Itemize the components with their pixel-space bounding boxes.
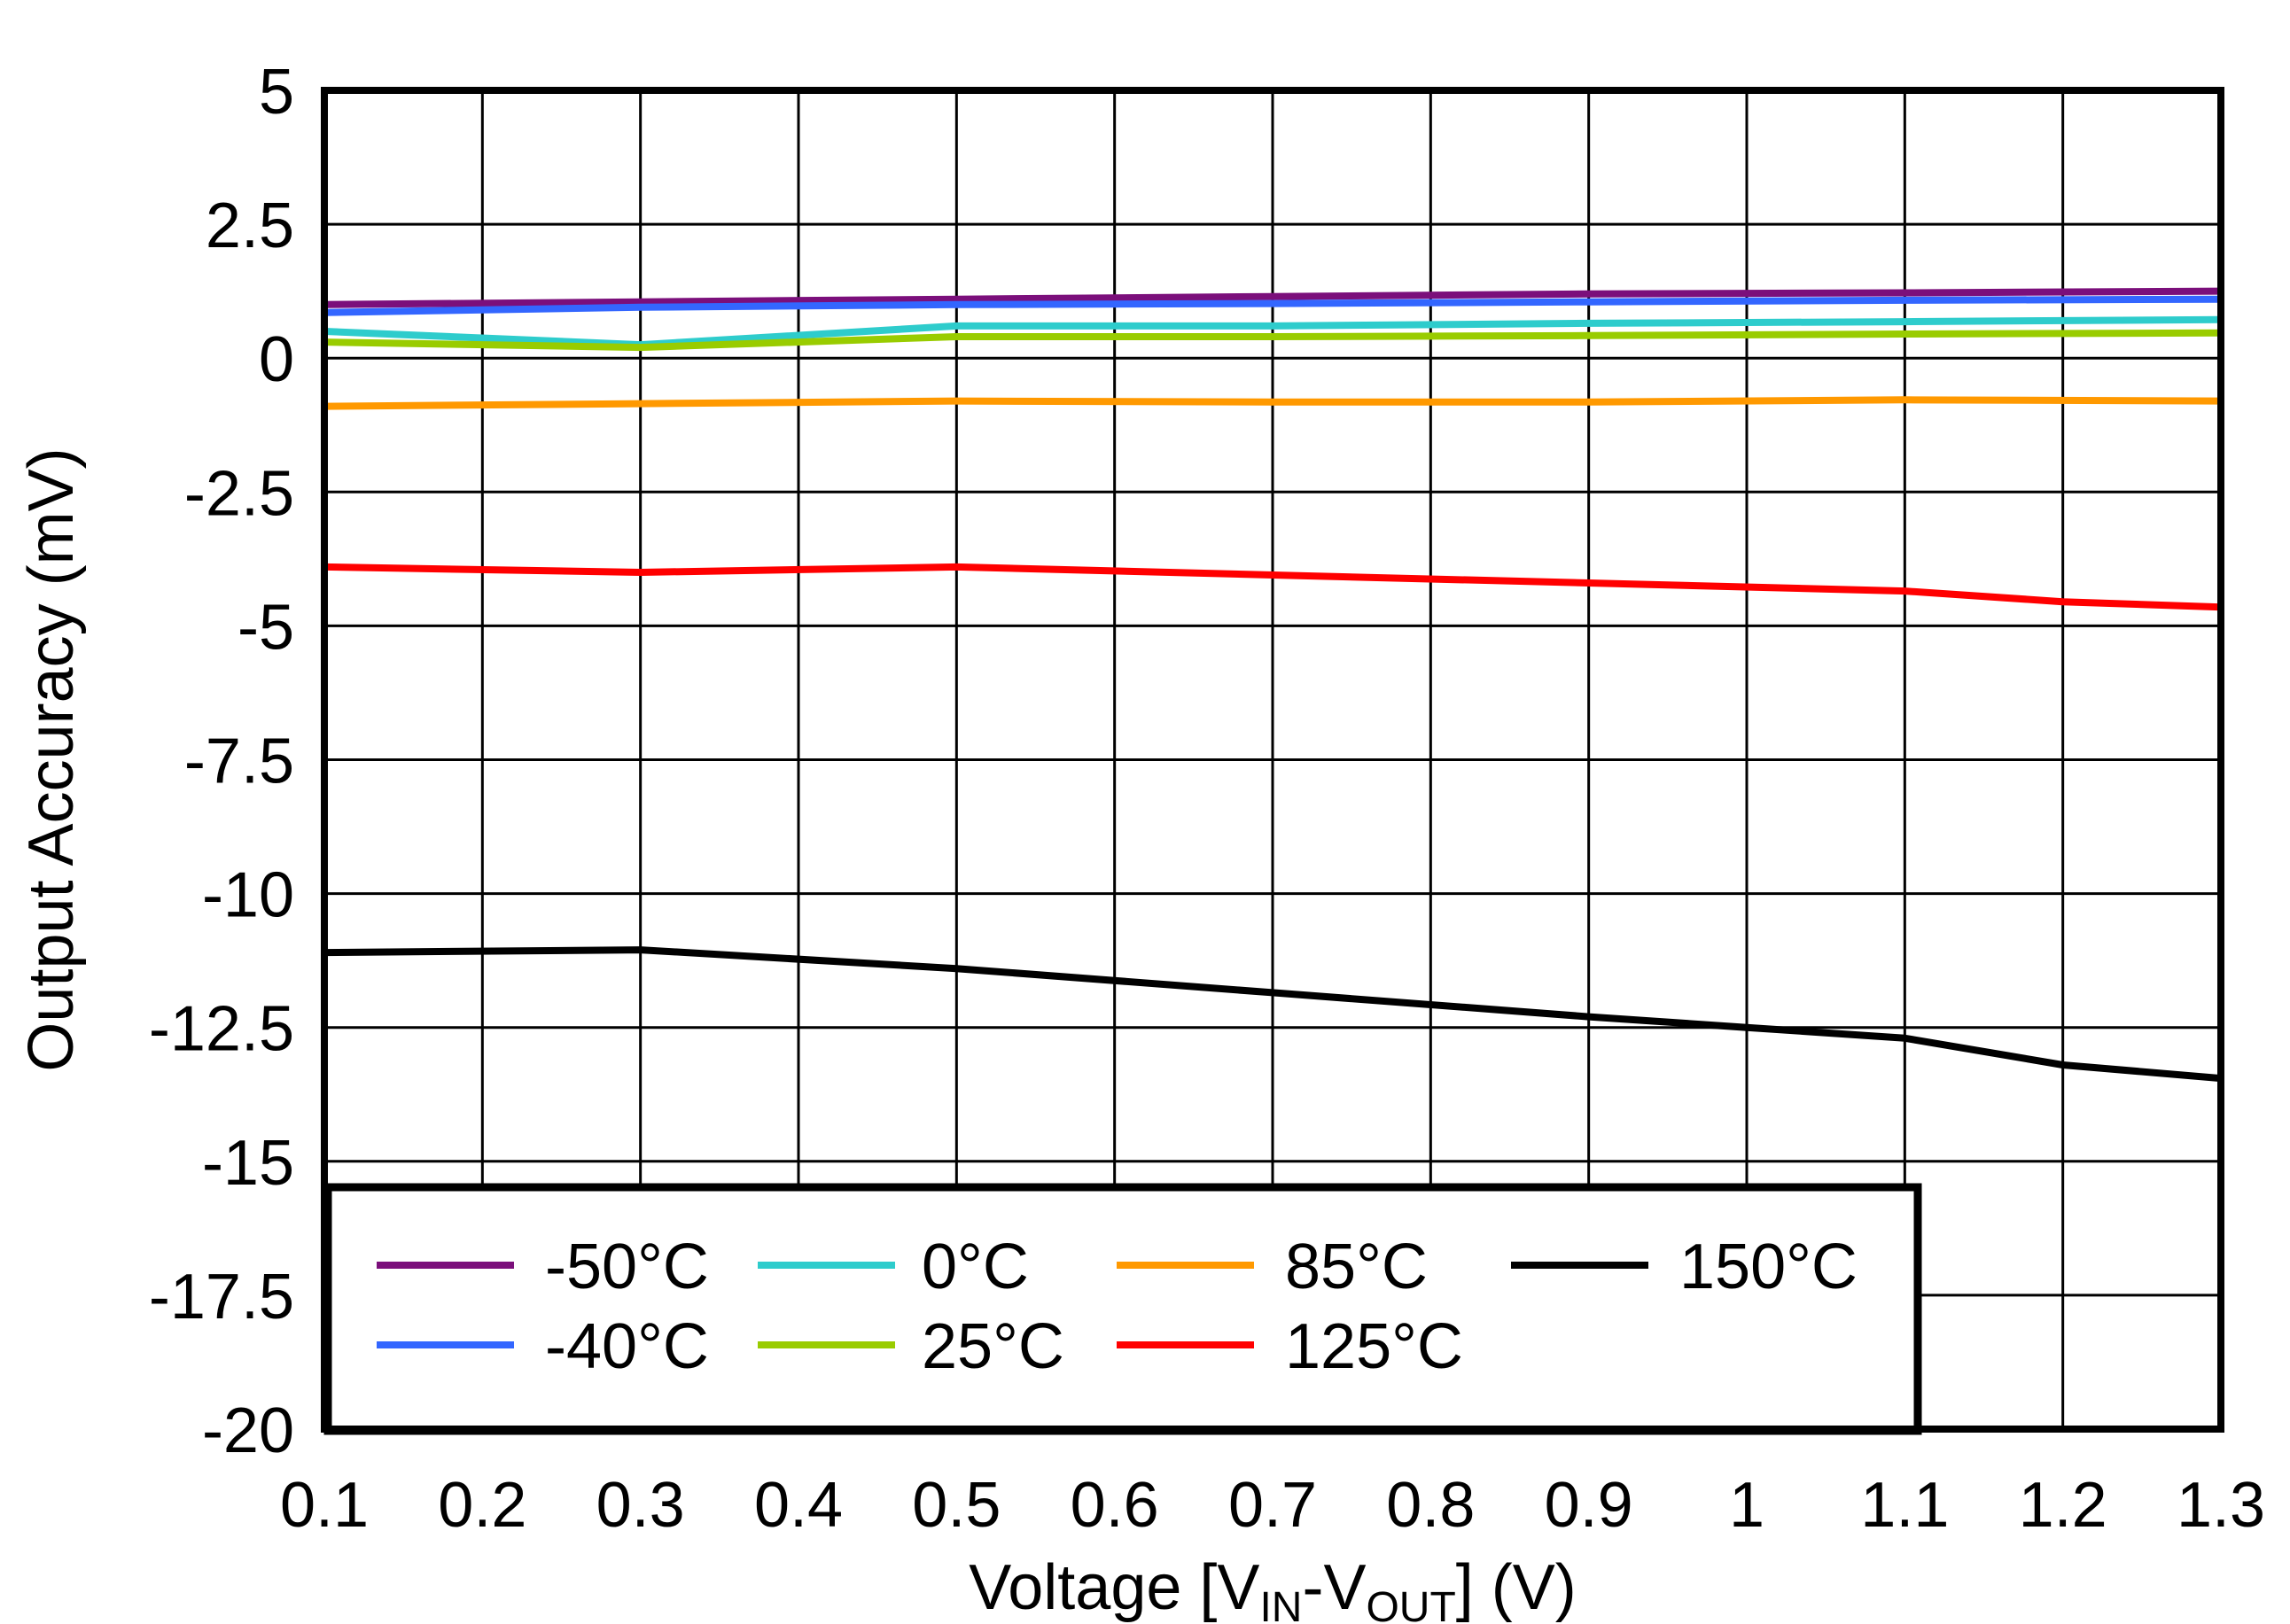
x-tick-label: 0.1 [280,1470,369,1541]
series-line-5 [323,563,2222,611]
series-line-6 [323,946,2222,1083]
x-tick-label: 1.3 [2177,1470,2265,1541]
legend-label-4: 85°C [1285,1232,1428,1302]
legend-label-0: -50°C [545,1232,709,1302]
y-tick-label: -5 [238,592,294,663]
series-line-3 [323,329,2222,352]
x-tick-label: 1.2 [2019,1470,2107,1541]
x-axis-title-subscript-out: OUT [1366,1584,1455,1624]
x-tick-label: 0.7 [1228,1470,1317,1541]
x-tick-label: 1.1 [1860,1470,1949,1541]
x-axis-title-subscript-in: IN [1259,1584,1302,1624]
x-tick-label: 0.6 [1071,1470,1159,1541]
legend-label-3: 25°C [922,1311,1064,1382]
series-line-0 [323,287,2222,308]
legend-label-1: -40°C [545,1311,709,1382]
series-line-4 [323,396,2222,410]
y-tick-label: -7.5 [184,727,294,797]
y-tick-label: -17.5 [149,1262,294,1333]
legend-label-5: 125°C [1285,1311,1463,1382]
legend: -50°C -40°C 0°C 25°C 85°C 125°C 150°C [377,1232,1858,1382]
y-tick-label: 2.5 [206,190,294,261]
plot-frame [321,87,2224,1433]
x-axis-title-part: Voltage [V [969,1552,1259,1623]
x-tick-label: 0.9 [1545,1470,1633,1541]
x-tick-label: 0.5 [912,1470,1001,1541]
x-tick-label: 0.8 [1386,1470,1475,1541]
x-axis-title-part: -V [1302,1552,1366,1623]
x-tick-labels: 0.1 0.2 0.3 0.4 0.5 0.6 0.7 0.8 0.9 1 1.1 1.2 1.3 [280,1470,2265,1541]
y-tick-label: -12.5 [149,994,294,1065]
y-axis-title: Output Accuracy (mV) [16,447,87,1071]
x-tick-label: 1 [1729,1470,1764,1541]
x-tick-label: 0.3 [596,1470,685,1541]
legend-label-2: 0°C [922,1232,1029,1302]
x-axis-title-part: ] (V) [1456,1552,1577,1623]
y-tick-label: -2.5 [184,458,294,529]
y-tick-label: 5 [259,57,294,128]
legend-box [323,1183,1922,1435]
x-tick-label: 0.2 [438,1470,526,1541]
series-lines [323,287,2222,1083]
series-line-1 [323,295,2222,316]
y-tick-label: -15 [202,1128,294,1199]
y-tick-label: -20 [202,1395,294,1466]
y-tick-labels: 5 2.5 0 -2.5 -5 -7.5 -10 -12.5 -15 -17.5 -20 [149,57,294,1466]
x-tick-label: 0.4 [754,1470,843,1541]
y-tick-label: 0 [259,324,294,395]
x-axis-title: Voltage [VIN-VOUT] (V) [969,1552,1577,1624]
legend-label-6: 150°C [1679,1232,1858,1302]
y-tick-label: -10 [202,860,294,931]
